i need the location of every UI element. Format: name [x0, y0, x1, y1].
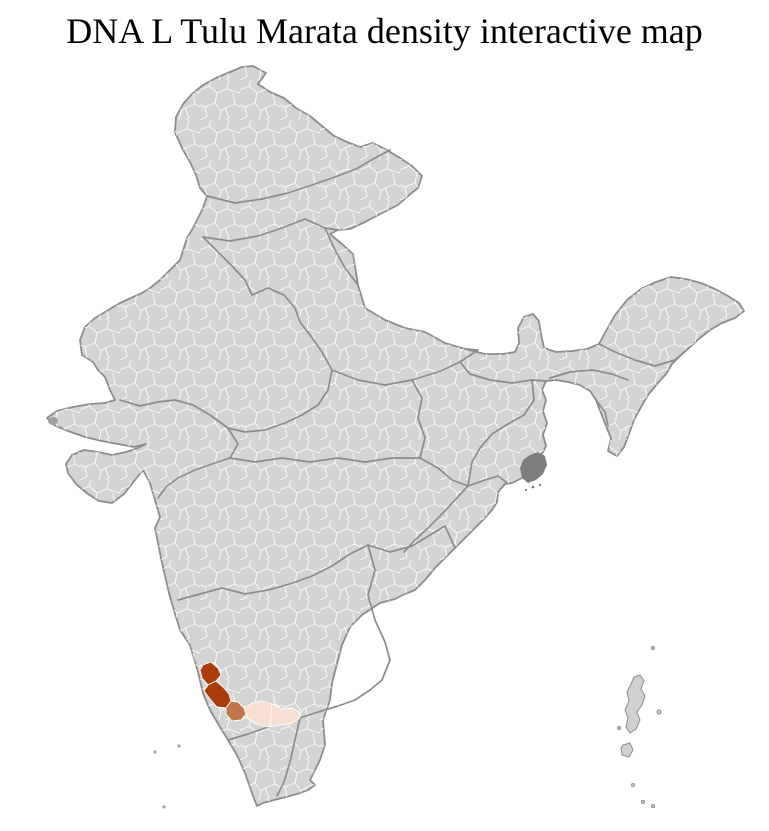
andaman-nicobar-islands[interactable]	[617, 646, 662, 808]
low-density-district-divider	[269, 703, 273, 727]
district-low-density[interactable]	[243, 700, 301, 728]
density-highlight-districts	[199, 661, 301, 728]
delta-region[interactable]	[520, 452, 547, 492]
kutch-island[interactable]	[48, 417, 58, 425]
page-title: DNA L Tulu Marata density interactive ma…	[66, 11, 703, 51]
lakshadweep-islands[interactable]	[153, 744, 181, 809]
